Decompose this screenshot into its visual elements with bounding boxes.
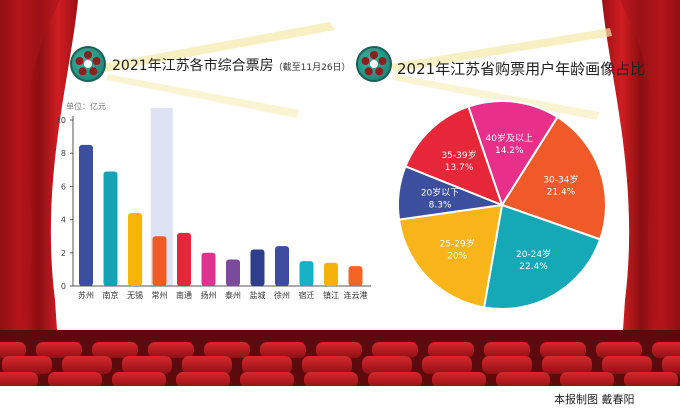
bar-徐州 bbox=[275, 246, 289, 286]
bar-镇江 bbox=[324, 262, 338, 286]
pie-value-label: 13.7% bbox=[445, 163, 474, 173]
theater-seats bbox=[0, 342, 680, 388]
y-tick-label: 0 bbox=[61, 282, 66, 291]
y-tick-label: 10 bbox=[56, 116, 66, 125]
credit-line: 本报制图 戴春阳 bbox=[554, 393, 635, 406]
bar-宿迁 bbox=[299, 261, 314, 286]
pie-value-label: 21.4% bbox=[547, 187, 576, 197]
pie-slice-30-34岁 bbox=[500, 115, 607, 241]
pie-value-label: 8.3% bbox=[429, 201, 452, 211]
pie-label: 35-39岁 bbox=[441, 149, 476, 161]
pie-value-label: 14.2% bbox=[495, 146, 524, 156]
bar-扬州 bbox=[201, 252, 216, 286]
pie-slice-25-29岁 bbox=[397, 203, 504, 309]
x-tick-label: 南京 bbox=[103, 290, 119, 300]
x-tick-label: 宿迁 bbox=[299, 290, 315, 300]
pie-label: 20岁以下 bbox=[421, 187, 459, 199]
pie-label: 30-34岁 bbox=[543, 173, 578, 185]
x-tick-label: 南通 bbox=[176, 290, 192, 300]
bar-盐城 bbox=[250, 249, 265, 286]
pie-chart: 40岁及以上 14.2% 30-34岁 21.4% 20-24岁 22.4% 25-29岁 2… bbox=[397, 100, 607, 310]
film-reel-icon bbox=[356, 46, 392, 82]
pie-value-label: 20% bbox=[447, 251, 467, 261]
x-tick-label: 扬州 bbox=[201, 290, 217, 300]
x-tick-label: 盐城 bbox=[250, 290, 266, 300]
x-tick-label: 苏州 bbox=[78, 290, 94, 300]
left-chart-subtitle: （截至11月26日） bbox=[273, 63, 351, 73]
y-tick-label: 2 bbox=[61, 249, 66, 258]
bar-苏州 bbox=[79, 144, 93, 286]
left-chart-title: 2021年江苏各市综合票房（截至11月26日） bbox=[112, 58, 351, 74]
film-reel-icon bbox=[70, 46, 106, 82]
bar-chart: 0 2 4 6 8 10 苏州 南京 无锡 常州 南通 扬州 泰州 盐城 徐州 宿迁 镇江 连云港 bbox=[56, 108, 371, 300]
y-axis-unit-label: 单位：亿元 bbox=[66, 102, 106, 111]
bar-常州 bbox=[152, 236, 167, 286]
pie-slice-20-24岁 bbox=[482, 203, 602, 310]
y-tick-label: 6 bbox=[61, 182, 66, 191]
bar-泰州 bbox=[226, 259, 240, 286]
pie-label: 25-29岁 bbox=[440, 237, 475, 249]
bar-南通 bbox=[177, 232, 191, 286]
x-tick-label: 连云港 bbox=[344, 290, 368, 300]
bar-南京 bbox=[103, 171, 118, 286]
pie-label: 40岁及以上 bbox=[486, 132, 533, 144]
x-tick-label: 常州 bbox=[152, 291, 168, 300]
right-chart-title: 2021年江苏省购票用户年龄画像占比 bbox=[397, 60, 646, 78]
pie-slice-40岁及以上 bbox=[467, 100, 559, 208]
x-tick-label: 徐州 bbox=[274, 290, 290, 300]
x-tick-label: 无锡 bbox=[127, 291, 143, 300]
pie-slice-35-39岁 bbox=[404, 105, 504, 207]
y-tick-label: 8 bbox=[61, 149, 66, 158]
x-tick-label: 镇江 bbox=[323, 290, 339, 300]
x-tick-label: 泰州 bbox=[225, 290, 241, 300]
y-tick-label: 4 bbox=[61, 216, 66, 225]
bar-无锡 bbox=[128, 212, 142, 286]
bar-连云港 bbox=[348, 266, 363, 286]
pie-label: 20-24岁 bbox=[516, 248, 551, 260]
pie-value-label: 22.4% bbox=[519, 262, 548, 272]
